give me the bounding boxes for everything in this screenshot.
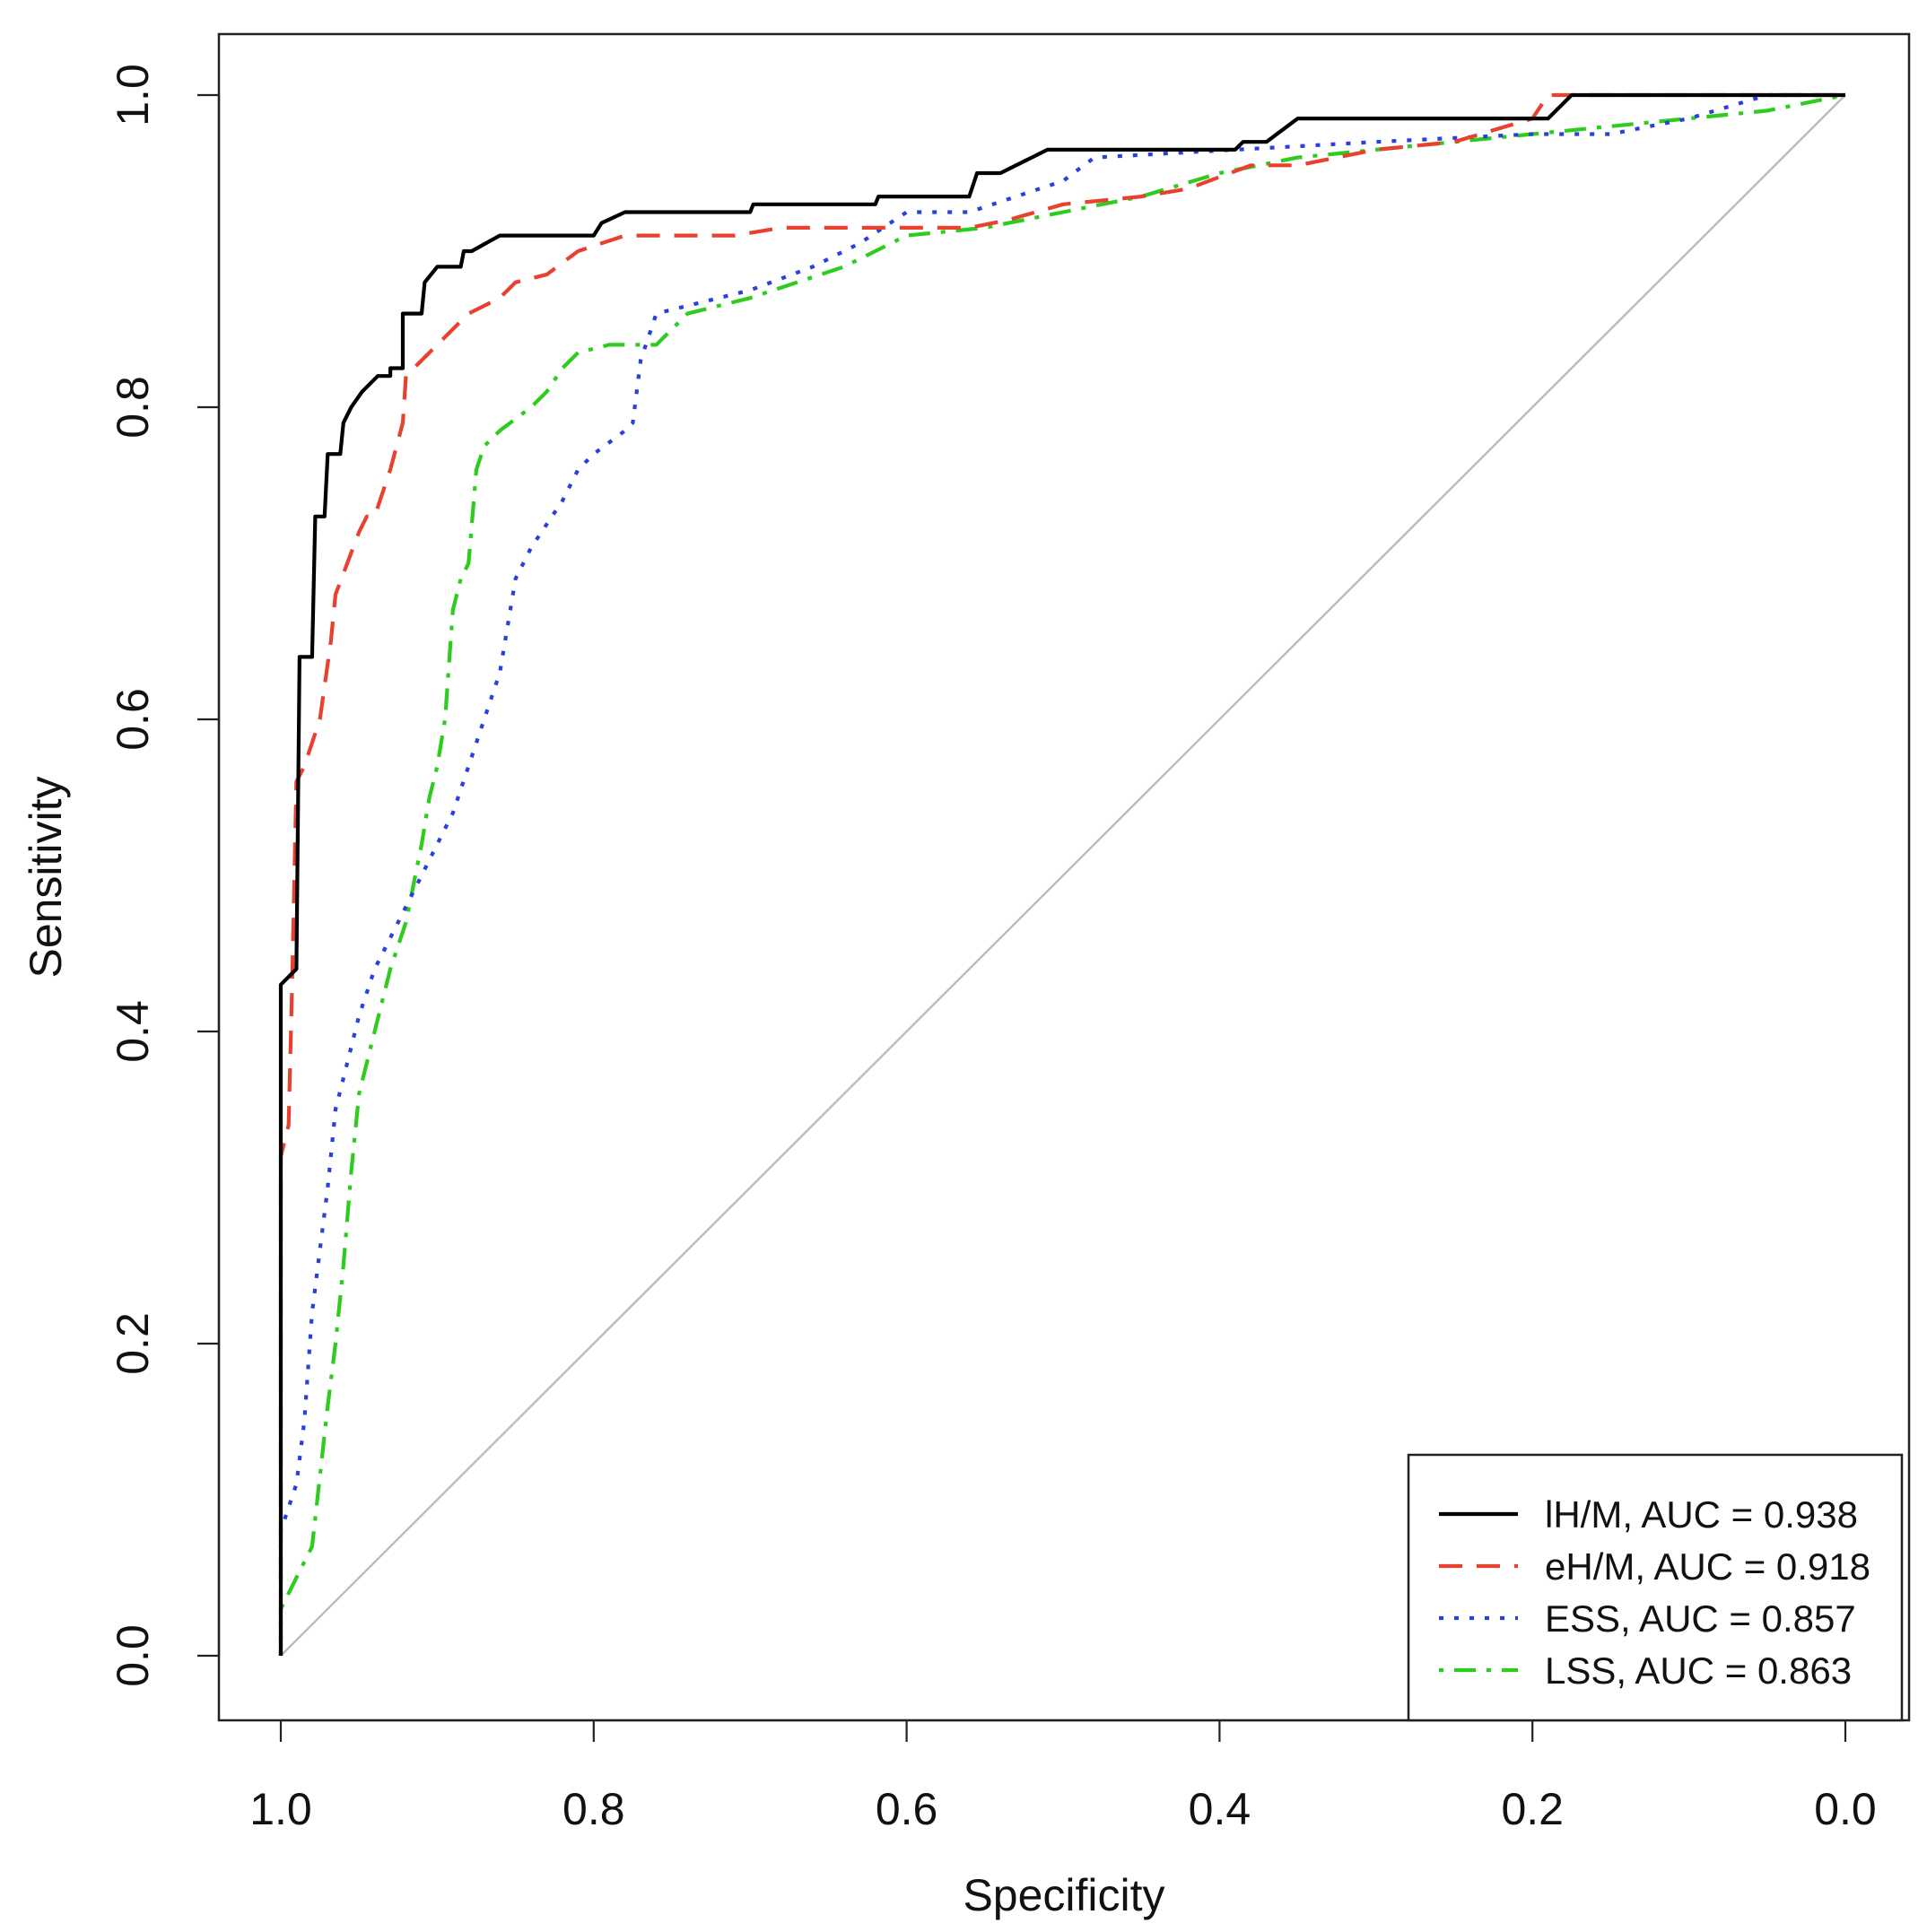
y-tick-label: 0.2 — [108, 1312, 158, 1375]
y-tick-label: 0.0 — [108, 1624, 158, 1687]
x-tick-label: 0.0 — [1814, 1784, 1877, 1834]
x-tick-label: 0.8 — [562, 1784, 625, 1834]
y-axis-title: Sensitivity — [21, 776, 71, 978]
legend-entry-label: eH/M, AUC = 0.918 — [1545, 1545, 1870, 1588]
y-tick-label: 1.0 — [108, 64, 158, 126]
x-tick-label: 0.6 — [876, 1784, 938, 1834]
x-tick-label: 1.0 — [249, 1784, 312, 1834]
x-axis: 1.0 0.8 0.6 0.4 0.2 0.0 — [249, 1719, 1877, 1834]
y-tick-label: 0.8 — [108, 376, 158, 439]
roc-curve-lh-m — [278, 92, 1845, 1656]
plot-area — [278, 92, 1846, 1657]
legend-entry-label: ESS, AUC = 0.857 — [1545, 1597, 1856, 1640]
reference-diagonal-line — [280, 94, 1846, 1657]
y-axis: 0.0 0.2 0.4 0.6 0.8 1.0 — [108, 64, 221, 1687]
x-tick-label: 0.4 — [1189, 1784, 1251, 1834]
legend-entry-label: LSS, AUC = 0.863 — [1545, 1649, 1852, 1692]
y-tick-label: 0.4 — [108, 1000, 158, 1063]
x-tick-label: 0.2 — [1501, 1784, 1564, 1834]
legend-box — [1407, 1453, 1904, 1722]
roc-curve-ess — [278, 92, 1845, 1656]
y-tick-label: 0.6 — [108, 688, 158, 751]
legend-entry-label: lH/M, AUC = 0.938 — [1545, 1493, 1858, 1536]
roc-curve-eh-m — [278, 92, 1845, 1656]
legend: lH/M, AUC = 0.938 eH/M, AUC = 0.918 ESS, A… — [1407, 1453, 1904, 1722]
x-axis-title: Specificity — [963, 1870, 1164, 1920]
roc-curve-lss — [278, 92, 1846, 1656]
